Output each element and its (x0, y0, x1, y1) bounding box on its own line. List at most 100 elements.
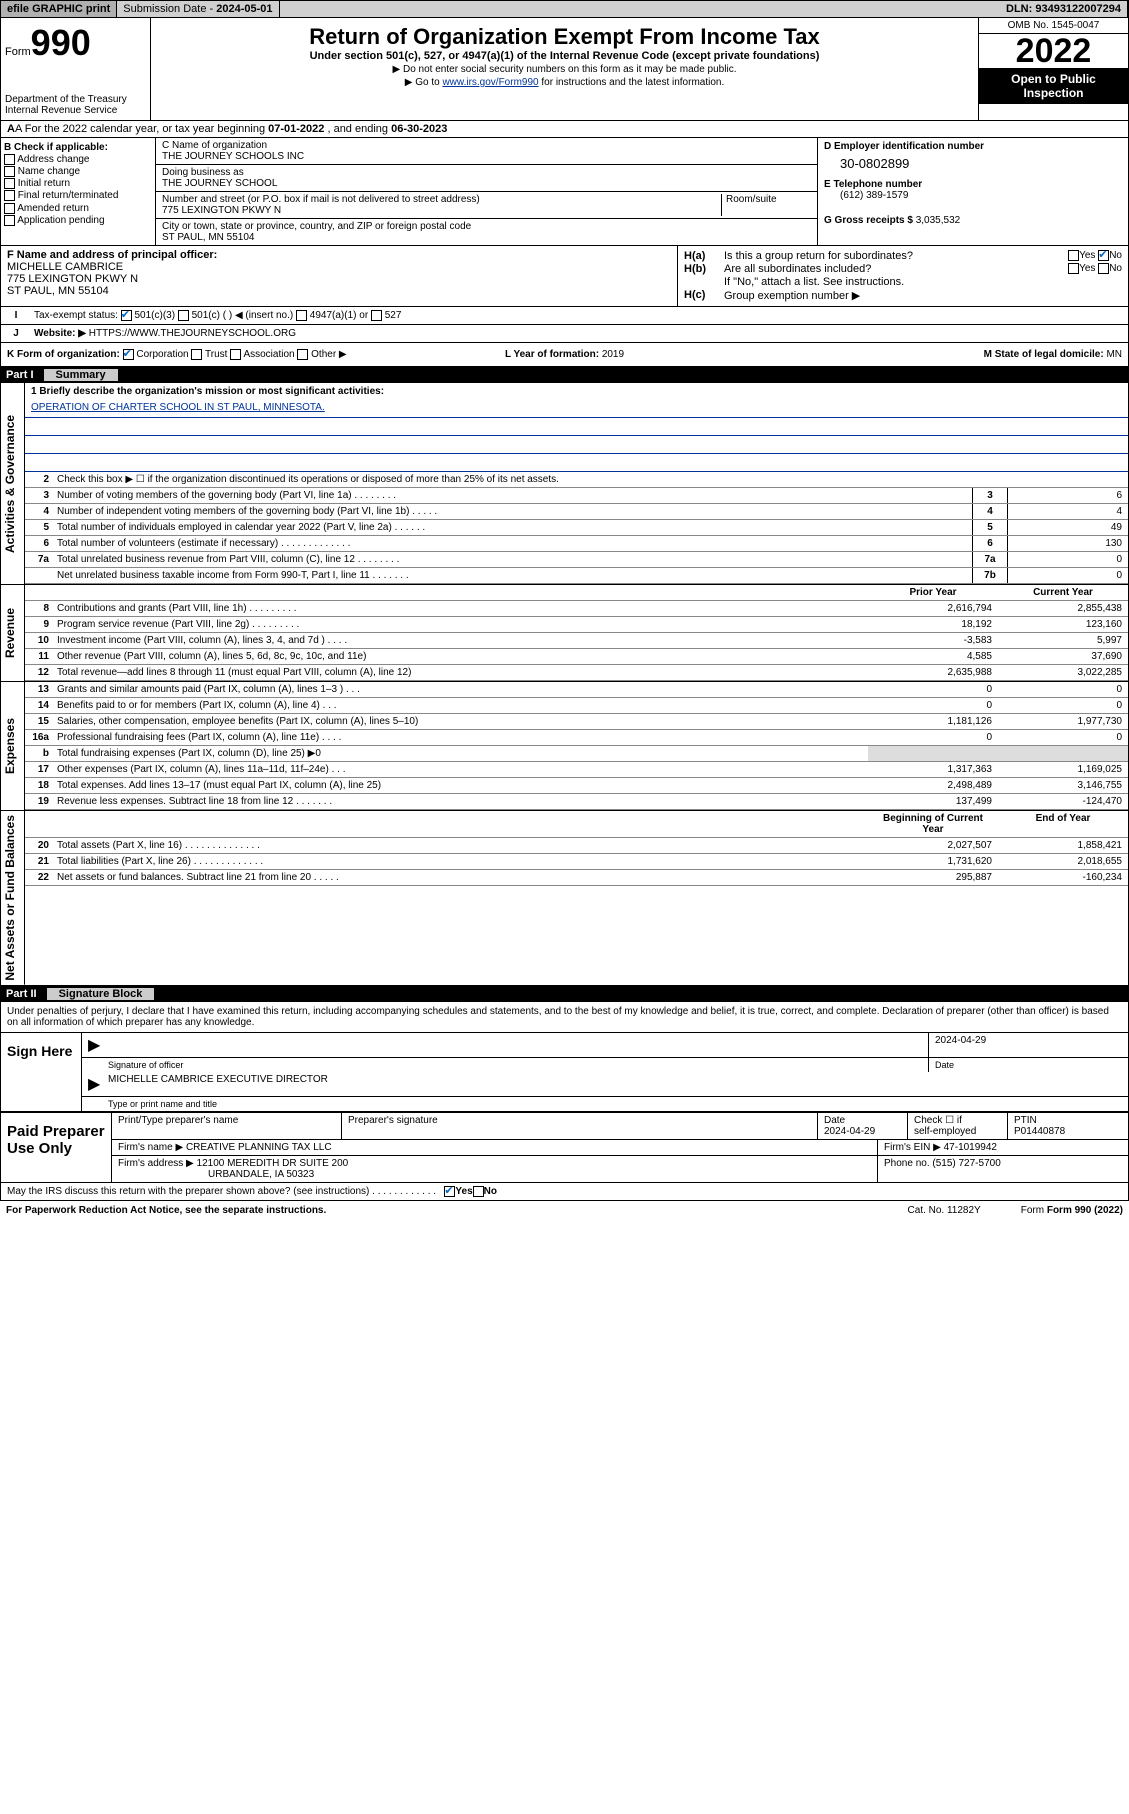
k-other[interactable] (297, 349, 308, 360)
row-10: 10Investment income (Part VIII, column (… (25, 633, 1128, 649)
addr-lbl: Number and street (or P.O. box if mail i… (162, 194, 480, 205)
row-9: 9Program service revenue (Part VIII, lin… (25, 617, 1128, 633)
c-name-lbl: C Name of organization (162, 140, 267, 151)
hc-lbl: Group exemption number ▶ (724, 289, 1122, 302)
row-16a: 16aProfessional fundraising fees (Part I… (25, 730, 1128, 746)
telephone: (612) 389-1579 (840, 190, 1122, 201)
row-3: 3Number of voting members of the governi… (25, 488, 1128, 504)
dba: THE JOURNEY SCHOOL (162, 178, 277, 189)
part2-header: Part IISignature Block (0, 986, 1129, 1002)
ein-lbl: D Employer identification number (824, 141, 984, 152)
k-assoc[interactable] (230, 349, 241, 360)
efile-print-btn[interactable]: efile GRAPHIC print (1, 1, 117, 17)
row-b: bTotal fundraising expenses (Part IX, co… (25, 746, 1128, 762)
row-k: K Form of organization: Corporation Trus… (0, 343, 1129, 367)
line-a: AA For the 2022 calendar year, or tax ye… (0, 121, 1129, 138)
ha-yes[interactable] (1068, 250, 1079, 261)
website: HTTPS://WWW.THEJOURNEYSCHOOL.ORG (89, 328, 296, 339)
may-yes[interactable] (444, 1186, 455, 1197)
ssn-note: ▶ Do not enter social security numbers o… (157, 64, 972, 75)
goto-note: ▶ Go to www.irs.gov/Form990 for instruct… (157, 77, 972, 88)
row-4: 4Number of independent voting members of… (25, 504, 1128, 520)
summary-expenses: Expenses 13Grants and similar amounts pa… (0, 682, 1129, 811)
hb-no[interactable] (1098, 263, 1109, 274)
org-name: THE JOURNEY SCHOOLS INC (162, 151, 304, 162)
hb-note: If "No," attach a list. See instructions… (724, 276, 1122, 288)
row-5: 5Total number of individuals employed in… (25, 520, 1128, 536)
officer-addr2: ST PAUL, MN 55104 (7, 285, 109, 297)
row-14: 14Benefits paid to or for members (Part … (25, 698, 1128, 714)
row-7a: 7aTotal unrelated business revenue from … (25, 552, 1128, 568)
summary-governance: Activities & Governance 1 Briefly descri… (0, 383, 1129, 585)
check-initial-return: Initial return (4, 178, 152, 189)
check-name-change: Name change (4, 166, 152, 177)
ha-no[interactable] (1098, 250, 1109, 261)
row-13: 13Grants and similar amounts paid (Part … (25, 682, 1128, 698)
hb-yes[interactable] (1068, 263, 1079, 274)
k-trust[interactable] (191, 349, 202, 360)
row-18: 18Total expenses. Add lines 13–17 (must … (25, 778, 1128, 794)
row-15: 15Salaries, other compensation, employee… (25, 714, 1128, 730)
row-2: 2Check this box ▶ ☐ if the organization … (25, 472, 1128, 488)
ein: 30-0802899 (840, 156, 1122, 171)
sign-here-lbl: Sign Here (1, 1033, 81, 1111)
street: 775 LEXINGTON PKWY N (162, 205, 281, 216)
open-inspection: Open to Public Inspection (979, 68, 1128, 104)
dept-treasury: Department of the Treasury Internal Reve… (5, 94, 146, 116)
submission-date: Submission Date - 2024-05-01 (117, 1, 279, 17)
gross-receipts: G Gross receipts $ 3,035,532 (824, 215, 1122, 226)
row-11: 11Other revenue (Part VIII, column (A), … (25, 649, 1128, 665)
ha-lbl: Is this a group return for subordinates? (724, 250, 1068, 262)
irs-link[interactable]: www.irs.gov/Form990 (442, 77, 538, 88)
form-label: Form (5, 46, 31, 58)
summary-revenue: Revenue Prior YearCurrent Year 8Contribu… (0, 585, 1129, 682)
mission-text: OPERATION OF CHARTER SCHOOL IN ST PAUL, … (31, 402, 325, 413)
hb-lbl: Are all subordinates included? (724, 263, 1068, 275)
i-4947[interactable] (296, 310, 307, 321)
form-title: Return of Organization Exempt From Incom… (157, 24, 972, 50)
footer: For Paperwork Reduction Act Notice, see … (0, 1201, 1129, 1220)
tel-lbl: E Telephone number (824, 179, 922, 190)
row-21: 21Total liabilities (Part X, line 26) . … (25, 854, 1128, 870)
city-lbl: City or town, state or province, country… (162, 221, 471, 232)
check-final-return-terminated: Final return/terminated (4, 190, 152, 201)
meta-block: B Check if applicable: Address change Na… (0, 138, 1129, 246)
may-discuss: May the IRS discuss this return with the… (0, 1183, 1129, 1201)
row-7b: Net unrelated business taxable income fr… (25, 568, 1128, 584)
paid-preparer: Paid Preparer Use Only Print/Type prepar… (0, 1112, 1129, 1183)
may-no[interactable] (473, 1186, 484, 1197)
i-501c3[interactable] (121, 310, 132, 321)
officer-name: MICHELLE CAMBRICE (7, 261, 123, 273)
row-8: 8Contributions and grants (Part VIII, li… (25, 601, 1128, 617)
row-j: J Website: ▶ HTTPS://WWW.THEJOURNEYSCHOO… (0, 325, 1129, 343)
form-subtitle: Under section 501(c), 527, or 4947(a)(1)… (157, 50, 972, 62)
signature-section: Under penalties of perjury, I declare th… (0, 1002, 1129, 1112)
check-applicable: B Check if applicable: Address change Na… (1, 138, 156, 245)
part1-header: Part ISummary (0, 367, 1129, 383)
tax-year: 2022 (979, 34, 1128, 68)
city: ST PAUL, MN 55104 (162, 232, 254, 243)
row-20: 20Total assets (Part X, line 16) . . . .… (25, 838, 1128, 854)
row-19: 19Revenue less expenses. Subtract line 1… (25, 794, 1128, 810)
row-17: 17Other expenses (Part IX, column (A), l… (25, 762, 1128, 778)
row-22: 22Net assets or fund balances. Subtract … (25, 870, 1128, 886)
form-header: Form990 Department of the Treasury Inter… (0, 18, 1129, 121)
officer-addr1: 775 LEXINGTON PKWY N (7, 273, 138, 285)
i-527[interactable] (371, 310, 382, 321)
check-amended-return: Amended return (4, 203, 152, 214)
f-lbl: F Name and address of principal officer: (7, 249, 217, 261)
block-fh: F Name and address of principal officer:… (0, 246, 1129, 307)
row-6: 6Total number of volunteers (estimate if… (25, 536, 1128, 552)
summary-netassets: Net Assets or Fund Balances Beginning of… (0, 811, 1129, 986)
room-lbl: Room/suite (721, 194, 811, 216)
check-application-pending: Application pending (4, 215, 152, 226)
perjury-note: Under penalties of perjury, I declare th… (1, 1002, 1128, 1032)
i-501c[interactable] (178, 310, 189, 321)
row-i: I Tax-exempt status: 501(c)(3) 501(c) ( … (0, 307, 1129, 325)
dln: DLN: 93493122007294 (1000, 1, 1128, 17)
form-number: 990 (31, 22, 91, 63)
row-12: 12Total revenue—add lines 8 through 11 (… (25, 665, 1128, 681)
k-corp[interactable] (123, 349, 134, 360)
top-bar: efile GRAPHIC print Submission Date - 20… (0, 0, 1129, 18)
check-address-change: Address change (4, 154, 152, 165)
